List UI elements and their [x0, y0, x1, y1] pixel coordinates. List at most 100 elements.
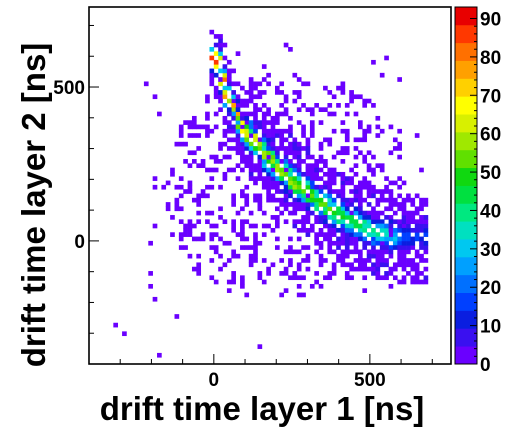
heatmap-bin	[235, 111, 241, 117]
heatmap-bin	[218, 94, 223, 100]
heatmap-bin	[222, 141, 228, 147]
heatmap-bin	[331, 189, 337, 194]
heatmap-bin	[366, 210, 372, 216]
heatmap-bin	[253, 133, 258, 138]
heatmap-bin	[340, 184, 346, 190]
heatmap-bin	[358, 193, 363, 199]
heatmap-bin	[231, 90, 236, 95]
heatmap-bin	[318, 215, 324, 220]
heatmap-bin	[213, 223, 219, 229]
colorbar-segment	[455, 310, 477, 329]
heatmap-bin	[397, 146, 402, 151]
heatmap-bin	[174, 206, 180, 212]
heatmap-bin	[226, 98, 232, 104]
heatmap-bin	[274, 128, 280, 134]
heatmap-bin	[274, 206, 280, 212]
heatmap-bin	[196, 163, 202, 169]
heatmap-bin	[410, 245, 416, 250]
heatmap-bin	[266, 150, 271, 156]
heatmap-bin	[235, 81, 241, 87]
heatmap-bin	[419, 167, 424, 173]
heatmap-bin	[305, 197, 311, 203]
heatmap-bin	[279, 189, 285, 194]
heatmap-bin	[406, 245, 411, 250]
heatmap-bin	[187, 253, 193, 259]
heatmap-bin	[266, 193, 271, 199]
heatmap-bin	[187, 219, 193, 225]
heatmap-bin	[379, 163, 385, 169]
heatmap-bin	[314, 215, 319, 220]
heatmap-bin	[362, 236, 368, 242]
heatmap-bin	[388, 124, 394, 130]
heatmap-bin	[226, 111, 232, 117]
heatmap-bin	[196, 219, 202, 225]
heatmap-bin	[314, 219, 319, 225]
heatmap-bin	[414, 262, 420, 268]
heatmap-bin	[388, 189, 394, 194]
heatmap-bin	[253, 197, 258, 203]
heatmap-bin	[226, 288, 232, 293]
heatmap-bin	[349, 90, 354, 95]
heatmap-bin	[218, 90, 223, 95]
heatmap-bin	[305, 171, 311, 177]
heatmap-bin	[318, 245, 324, 250]
heatmap-bin	[283, 137, 289, 143]
heatmap-bin	[292, 189, 298, 194]
heatmap-bin	[358, 266, 363, 272]
heatmap-bin	[200, 159, 206, 164]
heatmap-bin	[288, 184, 293, 190]
heatmap-bin	[305, 245, 311, 250]
heatmap-bin	[336, 253, 341, 259]
heatmap-bin	[305, 232, 311, 237]
heatmap-bin	[296, 275, 302, 281]
heatmap-bin	[379, 189, 385, 194]
heatmap-bin	[240, 223, 245, 229]
heatmap-bin	[314, 197, 319, 203]
heatmap-bin	[226, 154, 232, 160]
heatmap-bin	[305, 210, 311, 216]
heatmap-bin	[353, 258, 359, 263]
heatmap-bin	[362, 227, 368, 233]
heatmap-bin	[331, 215, 337, 220]
heatmap-bin	[379, 262, 385, 268]
heatmap-bin	[222, 103, 228, 108]
heatmap-bin	[209, 232, 215, 237]
heatmap-bin	[323, 210, 328, 216]
heatmap-bin	[353, 111, 359, 117]
heatmap-bin	[309, 184, 315, 190]
heatmap-bin	[349, 197, 354, 203]
heatmap-bin	[279, 167, 285, 173]
heatmap-bin	[283, 219, 289, 225]
heatmap-bin	[274, 176, 280, 181]
heatmap-bin	[419, 253, 424, 259]
heatmap-bin	[235, 232, 241, 237]
heatmap-bin	[318, 258, 324, 263]
heatmap-bin	[371, 206, 376, 212]
heatmap-bin	[371, 249, 376, 255]
heatmap-bin	[231, 98, 236, 104]
heatmap-bin	[362, 159, 368, 164]
heatmap-bin	[327, 271, 333, 276]
heatmap-bin	[340, 215, 346, 220]
heatmap-bin	[349, 189, 354, 194]
heatmap-bin	[218, 47, 223, 52]
heatmap-bin	[327, 236, 333, 242]
heatmap-bin	[209, 154, 215, 160]
heatmap-bin	[283, 249, 289, 255]
heatmap-bin	[170, 167, 175, 173]
heatmap-bin	[244, 154, 250, 160]
heatmap-bin	[375, 210, 381, 216]
heatmap-bin	[327, 167, 333, 173]
heatmap-bin	[288, 159, 293, 164]
heatmap-bin	[244, 159, 250, 164]
heatmap-bin	[379, 219, 385, 225]
heatmap-bin	[392, 137, 398, 143]
heatmap-bin	[248, 124, 254, 130]
heatmap-bin	[274, 159, 280, 164]
heatmap-bin	[213, 42, 219, 48]
heatmap-bin	[279, 103, 285, 108]
heatmap-bin	[205, 115, 210, 121]
heatmap-bin	[205, 98, 210, 104]
heatmap-bin	[314, 171, 319, 177]
heatmap-bin	[414, 206, 420, 212]
